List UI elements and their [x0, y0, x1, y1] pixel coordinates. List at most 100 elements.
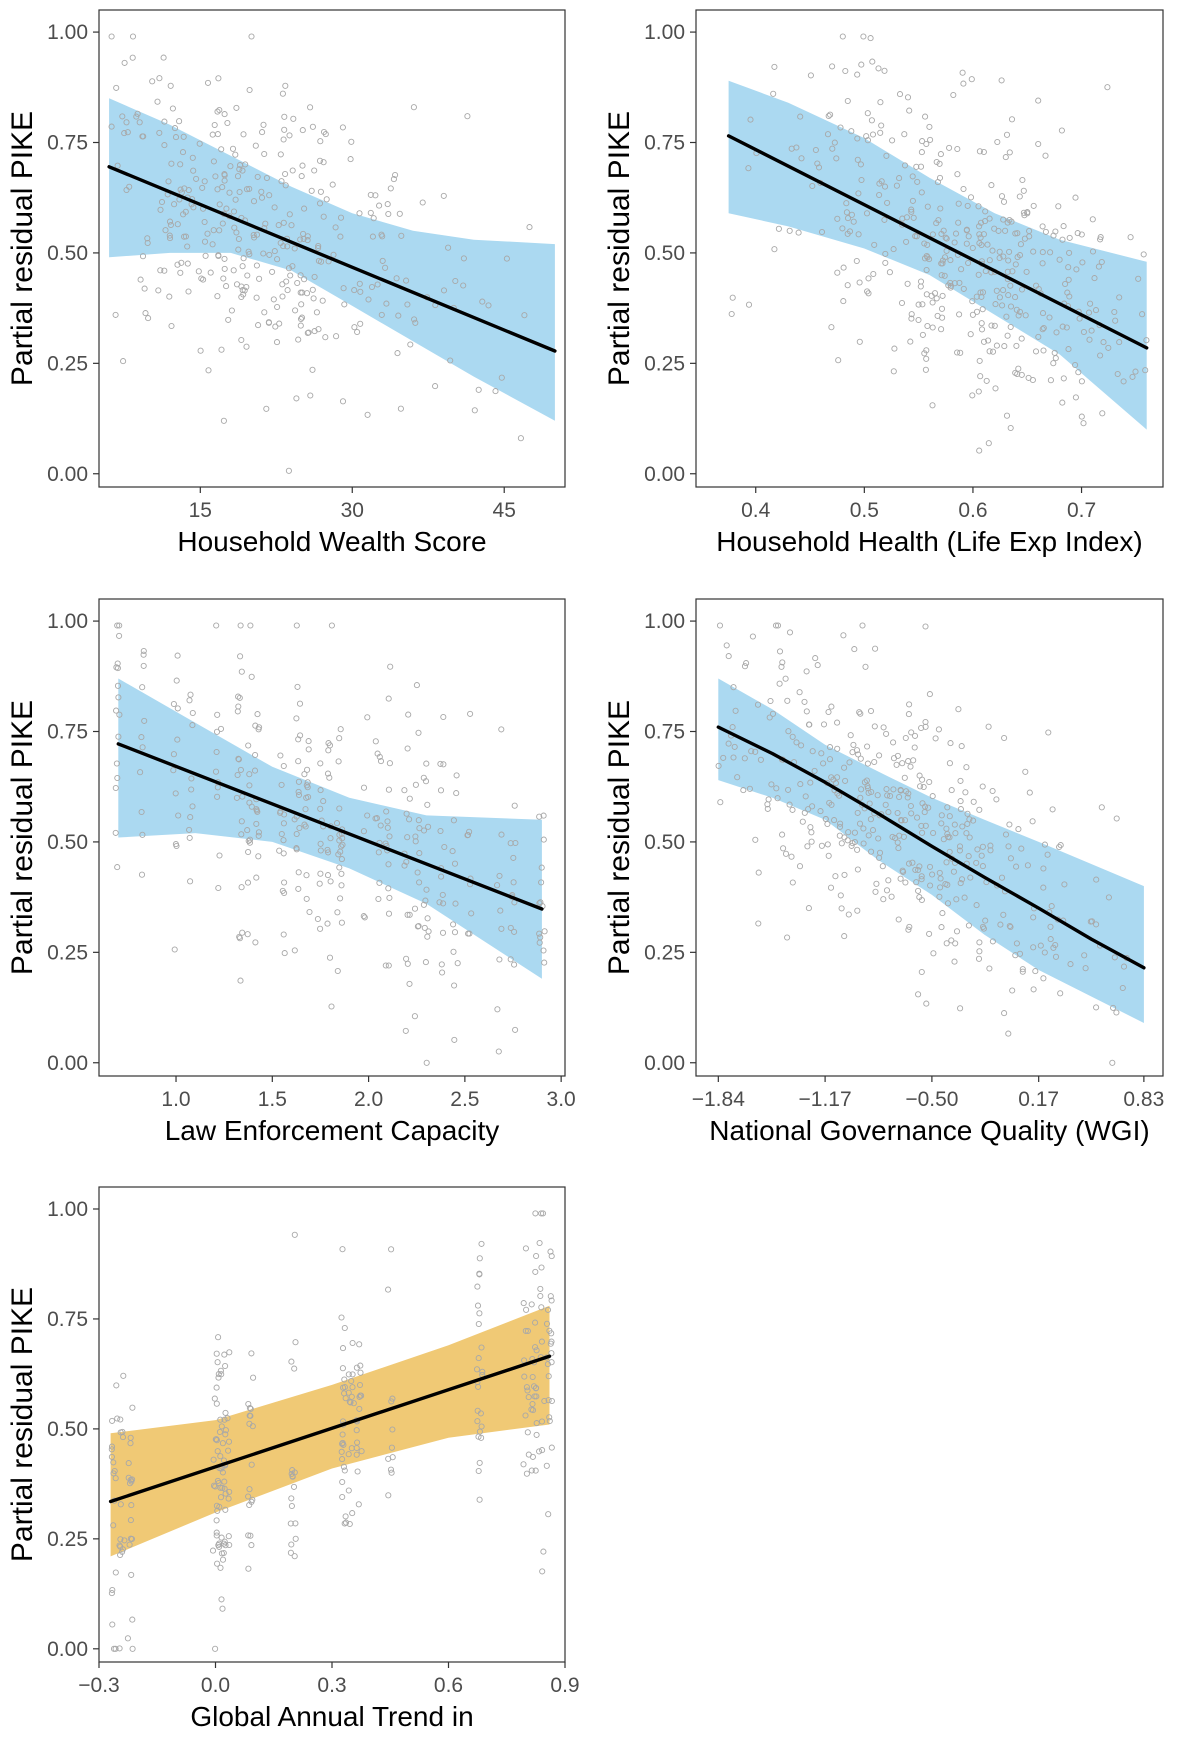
residual-point — [339, 1439, 346, 1446]
residual-point — [317, 188, 324, 195]
residual-point — [836, 823, 844, 830]
residual-point — [1007, 282, 1014, 289]
residual-point — [252, 751, 259, 759]
residual-point — [233, 104, 240, 111]
residual-point — [512, 839, 519, 847]
residual-point — [498, 831, 505, 838]
residual-point — [1056, 843, 1063, 851]
residual-point — [325, 747, 332, 754]
residual-point — [934, 179, 941, 186]
residual-point — [375, 895, 382, 903]
residual-point — [913, 879, 920, 886]
residual-point — [330, 251, 337, 258]
residual-point — [436, 899, 443, 906]
residual-point — [167, 221, 174, 229]
residual-point — [996, 248, 1003, 255]
residual-point — [251, 767, 259, 774]
residual-point — [304, 329, 311, 337]
residual-point — [932, 735, 939, 742]
residual-point — [219, 1469, 226, 1476]
residual-point — [347, 156, 354, 163]
residual-point — [248, 1461, 255, 1468]
residual-point — [954, 349, 961, 356]
residual-point — [372, 815, 379, 822]
residual-point — [108, 1590, 115, 1597]
residual-point — [1005, 1030, 1012, 1037]
residual-point — [338, 843, 345, 850]
residual-point — [329, 181, 336, 188]
residual-point — [533, 1393, 540, 1400]
residual-point — [953, 928, 961, 935]
residual-point — [117, 1429, 124, 1436]
residual-point — [357, 1362, 364, 1369]
residual-point — [195, 268, 202, 275]
residual-point — [308, 187, 315, 194]
residual-point — [885, 809, 892, 816]
residual-point — [121, 59, 128, 66]
residual-point — [1000, 216, 1007, 223]
residual-point — [214, 711, 221, 718]
residual-point — [944, 833, 952, 840]
residual-point — [917, 283, 924, 290]
residual-point — [532, 1344, 539, 1351]
residual-point — [280, 850, 287, 857]
residual-point — [883, 887, 891, 894]
residual-point — [439, 969, 446, 976]
residual-point — [1079, 259, 1086, 266]
residual-point — [840, 298, 847, 305]
residual-point — [117, 1501, 124, 1508]
residual-point — [123, 186, 130, 194]
residual-point — [376, 202, 383, 209]
residual-point — [404, 834, 411, 841]
residual-point — [1007, 303, 1015, 310]
residual-point — [938, 924, 945, 931]
residual-point — [311, 273, 318, 280]
residual-point — [235, 703, 242, 710]
residual-point — [187, 878, 194, 885]
residual-point — [811, 767, 818, 774]
residual-point — [1048, 903, 1055, 910]
residual-point — [890, 739, 897, 746]
residual-point — [829, 63, 836, 70]
residual-point — [255, 832, 262, 839]
residual-point — [865, 290, 872, 297]
residual-point — [327, 878, 334, 885]
residual-point — [296, 824, 303, 832]
residual-point — [274, 303, 281, 311]
residual-point — [319, 297, 326, 304]
residual-point — [333, 333, 340, 340]
residual-point — [214, 793, 221, 800]
residual-point — [128, 1502, 135, 1509]
residual-point — [1110, 1004, 1117, 1011]
residual-point — [445, 244, 452, 251]
residual-point — [450, 921, 457, 928]
residual-point — [729, 724, 736, 731]
residual-point — [166, 218, 174, 225]
residual-point — [909, 197, 916, 204]
residual-point — [385, 695, 392, 702]
residual-point — [976, 939, 983, 946]
residual-point — [339, 124, 346, 131]
residual-point — [1040, 884, 1047, 891]
residual-point — [219, 220, 226, 227]
residual-point — [288, 1541, 295, 1548]
residual-point — [346, 1520, 353, 1528]
residual-point — [295, 336, 302, 343]
residual-point — [295, 869, 302, 876]
residual-point — [946, 813, 953, 820]
residual-point — [890, 786, 897, 793]
residual-point — [476, 1496, 483, 1503]
residual-point — [544, 1306, 552, 1313]
residual-point — [333, 820, 341, 827]
residual-point — [405, 711, 412, 718]
residual-point — [1016, 950, 1024, 957]
residual-point — [238, 831, 245, 838]
residual-point — [944, 881, 951, 888]
residual-point — [307, 104, 314, 111]
residual-point — [281, 879, 288, 886]
residual-point — [533, 1252, 540, 1260]
residual-point — [746, 785, 753, 792]
residual-point — [228, 307, 235, 314]
